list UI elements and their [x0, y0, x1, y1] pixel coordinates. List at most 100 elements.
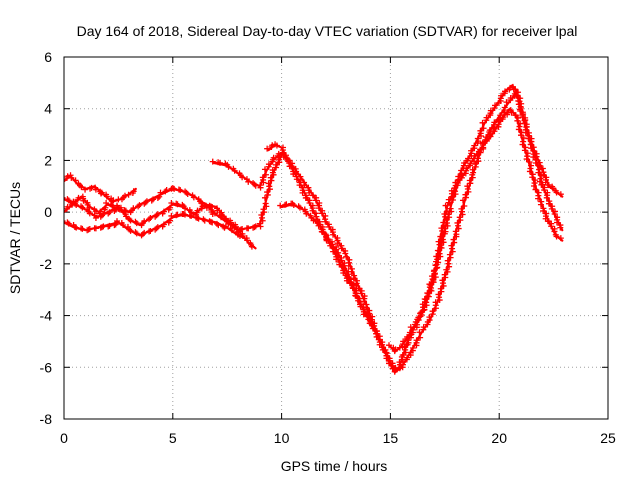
data-point — [336, 261, 343, 268]
data-point — [147, 215, 154, 222]
data-point — [471, 142, 478, 149]
data-point — [530, 147, 537, 154]
data-point — [340, 270, 347, 277]
data-point — [231, 224, 238, 231]
data-point — [132, 229, 139, 236]
data-point — [437, 253, 444, 260]
data-point — [392, 367, 399, 374]
data-point — [211, 210, 218, 217]
data-point — [461, 160, 468, 167]
data-point — [315, 205, 322, 212]
y-tick-label: -2 — [40, 256, 53, 272]
data-point — [368, 321, 375, 328]
data-point — [214, 220, 221, 227]
data-point — [260, 206, 267, 213]
data-point — [451, 239, 458, 246]
data-point — [449, 248, 456, 255]
data-point — [360, 298, 367, 305]
data-point — [78, 184, 85, 191]
data-point — [225, 163, 232, 170]
data-point — [269, 167, 276, 174]
data-point — [400, 359, 407, 366]
data-point — [491, 119, 498, 126]
data-point — [68, 174, 75, 181]
data-point — [162, 188, 169, 195]
data-point — [72, 177, 79, 184]
data-point — [441, 271, 448, 278]
data-point — [341, 265, 348, 272]
data-point — [150, 196, 157, 203]
data-point — [98, 189, 105, 196]
data-point — [86, 210, 93, 217]
data-point — [296, 204, 303, 211]
x-tick-label: 0 — [60, 430, 68, 446]
data-point — [264, 145, 271, 152]
y-tick-label: -6 — [40, 359, 53, 375]
data-point — [455, 177, 462, 184]
data-point — [279, 149, 286, 156]
data-point — [515, 126, 522, 133]
data-point — [444, 257, 451, 264]
data-point — [262, 200, 269, 207]
data-point — [392, 346, 399, 353]
data-point — [525, 132, 532, 139]
data-point — [424, 290, 431, 297]
data-point — [156, 193, 163, 200]
data-point — [540, 207, 547, 214]
data-point — [466, 177, 473, 184]
data-point — [437, 285, 444, 292]
data-point — [68, 201, 75, 208]
data-point — [335, 252, 342, 259]
data-point — [126, 226, 133, 233]
data-point — [538, 181, 545, 188]
data-point — [133, 220, 140, 227]
data-point — [446, 263, 453, 270]
data-point — [80, 197, 87, 204]
data-point — [445, 260, 452, 267]
data-point — [516, 123, 523, 130]
data-point — [333, 246, 340, 253]
data-point — [92, 186, 99, 193]
data-point — [139, 231, 146, 238]
data-point — [444, 222, 451, 229]
data-point — [309, 207, 316, 214]
data-point — [526, 168, 533, 175]
data-point — [522, 126, 529, 133]
data-point — [443, 266, 450, 273]
y-tick-label: 0 — [44, 204, 52, 220]
data-point — [209, 219, 216, 226]
data-point — [200, 216, 207, 223]
data-point — [109, 202, 116, 209]
data-point — [303, 210, 310, 217]
data-point — [347, 278, 354, 285]
data-point — [64, 173, 71, 180]
data-point — [545, 200, 552, 207]
data-point — [446, 251, 453, 258]
data-point — [461, 203, 468, 210]
data-point — [410, 326, 417, 333]
plot-frame — [63, 56, 609, 420]
data-point — [270, 154, 277, 161]
data-point — [404, 333, 411, 340]
data-point — [65, 197, 72, 204]
data-point — [251, 181, 258, 188]
data-point — [349, 284, 356, 291]
data-point — [451, 185, 458, 192]
data-point — [132, 218, 139, 225]
data-point — [182, 205, 188, 212]
y-axis-label: SDTVAR / TECUs — [7, 182, 23, 294]
series-track-d — [64, 154, 283, 234]
data-point — [512, 92, 519, 99]
data-point — [526, 158, 533, 165]
data-point — [365, 316, 372, 323]
data-point — [553, 233, 560, 240]
y-tick-label: -4 — [40, 308, 53, 324]
data-point — [290, 171, 297, 178]
data-point — [295, 203, 302, 210]
data-point — [248, 243, 255, 250]
data-point — [357, 303, 364, 310]
data-point — [465, 155, 472, 162]
data-point — [231, 167, 238, 174]
data-point — [123, 213, 130, 220]
data-point — [239, 174, 246, 181]
